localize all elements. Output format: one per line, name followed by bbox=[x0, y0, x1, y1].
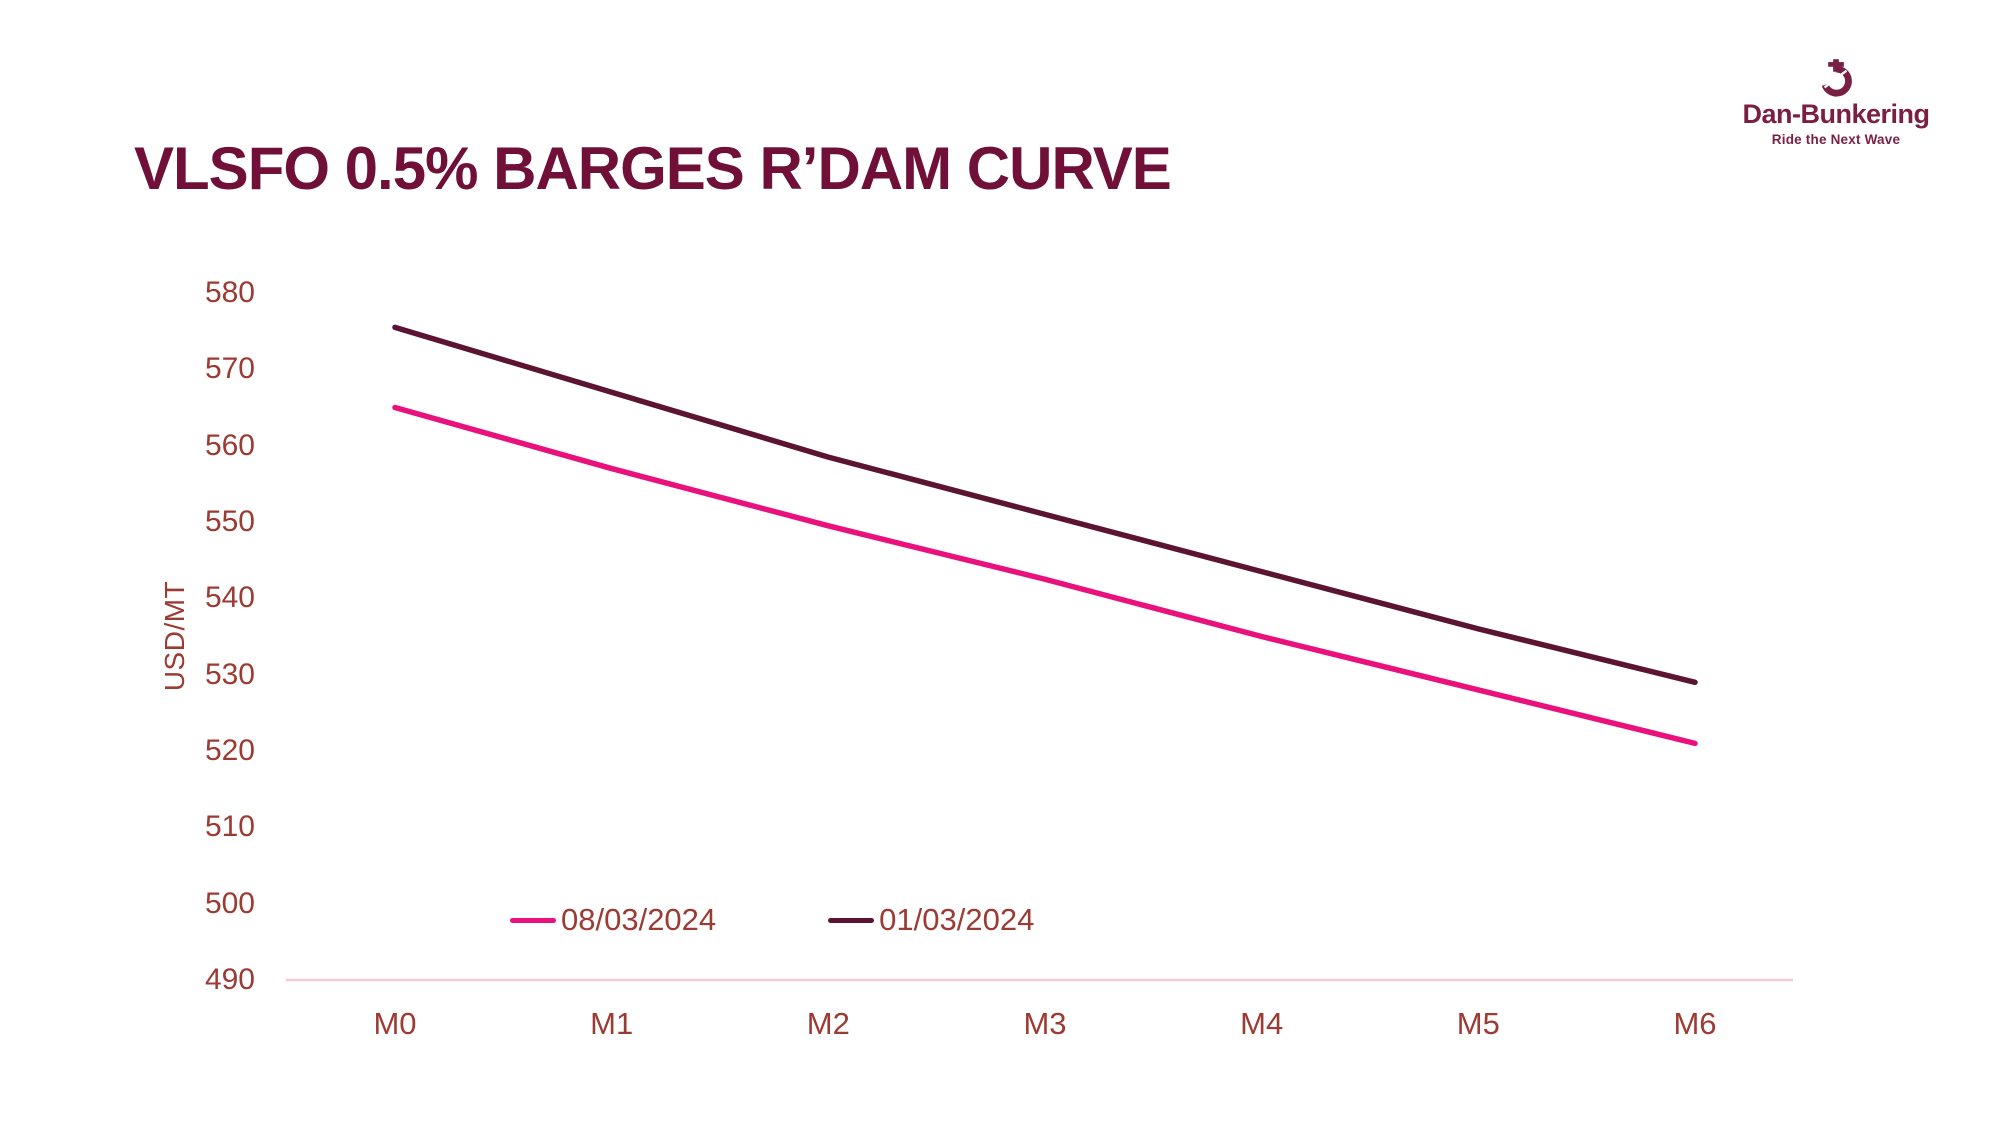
y-tick-label: 580 bbox=[204, 276, 255, 309]
legend-label: 08/03/2024 bbox=[561, 902, 717, 937]
y-tick-label: 560 bbox=[204, 428, 255, 462]
dan-bunkering-logo: Dan-Bunkering Ride the Next Wave bbox=[1738, 58, 1934, 147]
x-tick-label: M3 bbox=[1023, 1006, 1067, 1041]
y-tick-label: 500 bbox=[204, 886, 255, 920]
x-tick-label: M1 bbox=[590, 1006, 634, 1041]
legend-label: 01/03/2024 bbox=[879, 902, 1035, 937]
legend-swatch bbox=[510, 917, 556, 923]
x-tick-label: M6 bbox=[1673, 1006, 1717, 1041]
x-tick-label: M2 bbox=[806, 1006, 850, 1041]
legend-item: 01/03/2024 bbox=[828, 902, 1034, 938]
logo-name: Dan-Bunkering bbox=[1742, 99, 1930, 129]
page-title: VLSFO 0.5% BARGES R’DAM CURVE bbox=[134, 135, 1172, 202]
chart-legend: 08/03/2024 01/03/2024 bbox=[510, 901, 1034, 939]
y-axis-title: USD/MT bbox=[159, 580, 190, 692]
y-tick-label: 530 bbox=[204, 657, 255, 691]
y-tick-label: 570 bbox=[204, 352, 255, 386]
x-tick-label: M4 bbox=[1240, 1006, 1284, 1041]
legend-swatch bbox=[828, 917, 875, 923]
logo-tagline: Ride the Next Wave bbox=[1771, 132, 1901, 148]
series-line-01/03/2024 bbox=[392, 324, 1698, 686]
y-tick-label: 490 bbox=[204, 963, 255, 996]
y-tick-label: 520 bbox=[204, 734, 255, 767]
x-tick-label: M0 bbox=[373, 1006, 417, 1041]
anchor-logo-icon bbox=[1821, 59, 1852, 97]
legend-item: 08/03/2024 bbox=[510, 902, 716, 938]
y-tick-label: 550 bbox=[204, 505, 255, 538]
y-tick-label: 540 bbox=[204, 581, 255, 615]
series-line-08/03/2024 bbox=[392, 404, 1698, 747]
y-tick-label: 510 bbox=[204, 810, 255, 844]
x-tick-label: M5 bbox=[1456, 1006, 1500, 1041]
